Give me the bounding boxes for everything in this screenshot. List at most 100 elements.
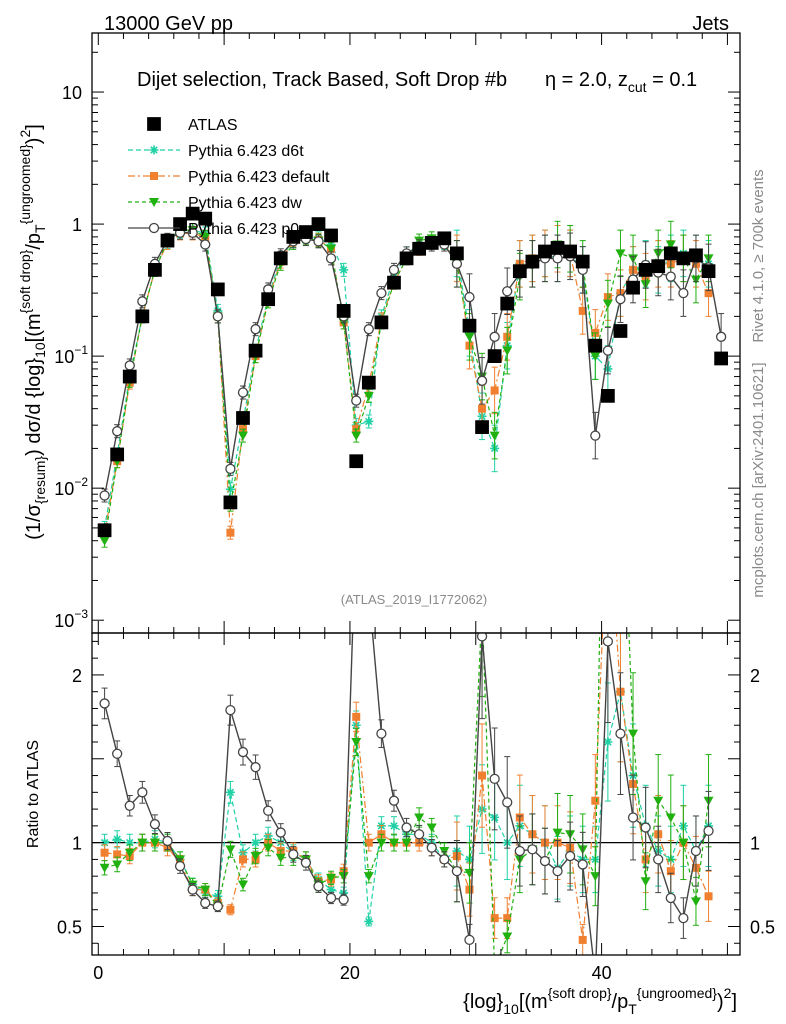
xlabel-sup: {soft drop} bbox=[548, 985, 612, 1001]
ratio-point-dw bbox=[225, 845, 236, 855]
data-point-square bbox=[563, 244, 578, 259]
series-line-d6t bbox=[104, 229, 709, 529]
data-point-square bbox=[424, 236, 439, 250]
data-point-p0 bbox=[99, 490, 110, 501]
plot-title-extra-text: η = 2.0, z bbox=[545, 69, 628, 91]
ratio-y-axis-label: Ratio to ATLAS bbox=[25, 740, 42, 848]
data-point-square bbox=[626, 280, 640, 295]
ratio-point-p0 bbox=[376, 728, 387, 739]
ratio-point-p0 bbox=[703, 825, 714, 837]
data-point-dw bbox=[615, 249, 626, 259]
ratio-plot-area bbox=[92, 168, 740, 955]
data-point-p0 bbox=[351, 395, 362, 406]
ratio-point-dw bbox=[376, 838, 387, 848]
ratio-point-p0 bbox=[200, 897, 211, 909]
data-point-square bbox=[248, 343, 263, 358]
data-point-square bbox=[525, 254, 540, 269]
ylabel-sub: 10 bbox=[32, 342, 48, 358]
data-point-square bbox=[286, 230, 301, 244]
data-point-square bbox=[437, 231, 452, 246]
mcplots-label: mcplots.cern.ch [arXiv:2401.10621] bbox=[750, 362, 767, 597]
data-point-square bbox=[450, 246, 464, 261]
ratio-point-p0 bbox=[225, 704, 236, 716]
ratio-point-p0 bbox=[112, 748, 123, 759]
data-point-dw bbox=[464, 332, 475, 342]
category-label: Jets bbox=[692, 13, 729, 35]
ratio-y-tick-label: 2 bbox=[72, 666, 82, 686]
ratio-point-default bbox=[364, 838, 373, 847]
data-point-square bbox=[500, 296, 515, 311]
ratio-series-d6t bbox=[100, 633, 714, 927]
ratio-point-dw bbox=[237, 880, 248, 890]
data-point-p0 bbox=[715, 331, 727, 342]
data-point-square bbox=[676, 251, 691, 266]
ratio-point-p0 bbox=[627, 812, 639, 823]
data-point-p0 bbox=[112, 426, 123, 437]
ratio-point-dw bbox=[603, 168, 613, 177]
series-line-default bbox=[104, 232, 710, 535]
ratio-point-default bbox=[666, 867, 675, 876]
data-point-dw bbox=[602, 299, 613, 309]
xlabel-part: ] bbox=[731, 991, 737, 1013]
legend-entry-d6t: Pythia 6.423 d6t bbox=[188, 143, 304, 160]
legend: ATLAS Pythia 6.423 d6t Pythia 6.423 defaul… bbox=[128, 117, 330, 238]
data-point-dw bbox=[363, 391, 374, 401]
data-point-square bbox=[399, 251, 414, 266]
data-point-p0 bbox=[502, 286, 513, 297]
ratio-series-p0 bbox=[99, 519, 714, 955]
ratio-point-d6t bbox=[251, 838, 261, 848]
data-point-square bbox=[223, 495, 238, 510]
ratio-point-p0 bbox=[388, 795, 400, 806]
data-point-square bbox=[701, 264, 716, 279]
ratio-y-tick-label: 1 bbox=[72, 834, 82, 854]
y-tick-label: 10−1 bbox=[54, 343, 88, 367]
ratio-point-p0 bbox=[640, 822, 651, 833]
ratio-point-dw bbox=[678, 838, 689, 848]
ratio-point-p0 bbox=[527, 844, 538, 855]
ylabel-sup: {soft drop} bbox=[17, 249, 33, 313]
ratio-y-tick-label: 0.5 bbox=[57, 917, 82, 937]
main-plot-area bbox=[97, 206, 729, 548]
ylabel-part: ) bbox=[23, 138, 45, 145]
data-point-square bbox=[613, 324, 628, 338]
main-y-axis-label: (1/σ{resum}) dσ/d {log}10[(m{soft drop}/… bbox=[17, 124, 48, 540]
data-point-square bbox=[210, 282, 225, 297]
data-point-p0 bbox=[237, 387, 249, 398]
data-point-square bbox=[638, 262, 653, 277]
xlabel-sup: {ungroomed} bbox=[637, 985, 718, 1001]
data-point-p0 bbox=[615, 294, 626, 305]
ratio-point-p0 bbox=[653, 854, 664, 865]
ratio-point-default bbox=[704, 892, 713, 901]
data-point-square bbox=[601, 388, 615, 403]
data-point-dw bbox=[200, 232, 211, 242]
ratio-point-default bbox=[352, 712, 361, 721]
x-tick-label: 20 bbox=[340, 963, 360, 983]
y-tick-label-base: 10 bbox=[54, 611, 74, 631]
ratio-point-default bbox=[226, 905, 235, 914]
ratio-y-tick-label-right: 1 bbox=[750, 834, 760, 854]
ratio-y-tick-label-right: 0.5 bbox=[750, 917, 775, 937]
ratio-point-dw bbox=[112, 860, 123, 870]
ratio-point-dw bbox=[640, 877, 651, 887]
ratio-point-p0 bbox=[439, 854, 450, 865]
data-point-dw bbox=[665, 240, 676, 250]
legend-marker-dw bbox=[149, 198, 159, 207]
xlabel-part: /p bbox=[612, 991, 629, 1013]
ylabel-sup: {ungroomed} bbox=[17, 144, 33, 225]
data-point-dw bbox=[502, 346, 513, 356]
ratio-point-p0 bbox=[352, 519, 361, 528]
ratio-y-tick-label-right: 2 bbox=[750, 666, 760, 686]
data-point-dw bbox=[99, 536, 110, 546]
ratio-y-axis: 0.5 0.5 1 1 2 2 bbox=[57, 640, 775, 944]
data-point-dw bbox=[590, 352, 601, 362]
ratio-point-dw bbox=[363, 872, 374, 882]
plot-title-extra: η = 2.0, zcut = 0.1 bbox=[545, 69, 697, 95]
ratio-point-d6t bbox=[100, 838, 110, 848]
data-point-d6t bbox=[364, 416, 374, 426]
ratio-point-p0 bbox=[502, 797, 513, 808]
ratio-point-dw bbox=[326, 873, 337, 883]
legend-marker-square bbox=[147, 117, 161, 131]
ratio-point-p0 bbox=[288, 849, 299, 860]
ratio-point-p0 bbox=[690, 845, 702, 857]
